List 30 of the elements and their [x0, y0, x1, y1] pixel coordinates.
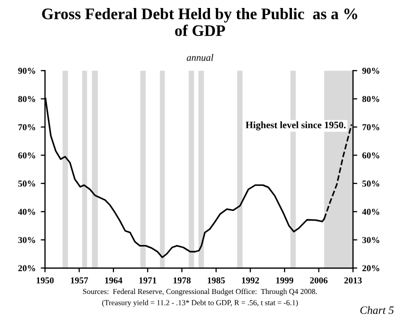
x-tick-label: 1971 — [139, 277, 156, 284]
x-tick-label: 1985 — [208, 277, 225, 284]
y-tick-label: 80% — [18, 96, 36, 102]
y2-tick-label: 40% — [362, 208, 380, 215]
x-tick-label: 2006 — [310, 277, 328, 284]
x-tick-label: 1978 — [174, 277, 191, 284]
y2-tick-label: 60% — [362, 152, 380, 158]
x-tick-label: 1957 — [70, 277, 88, 284]
x-tick-label: 2013 — [344, 277, 362, 284]
x-tick-label: 1964 — [105, 277, 122, 284]
x-tick-label: 1999 — [276, 277, 294, 284]
y-tick-label: 40% — [18, 208, 36, 215]
y-tick-label: 90% — [18, 68, 36, 74]
y2-tick-label: 50% — [362, 180, 380, 187]
y2-tick-label: 70% — [362, 124, 380, 130]
y-tick-label: 30% — [18, 236, 36, 244]
y-tick-label: 70% — [18, 124, 36, 130]
y2-tick-label: 20% — [362, 265, 380, 272]
chart-title: Gross Federal Debt Held by the Public as a % of GDP — [42, 8, 358, 36]
y2-tick-label: 30% — [362, 236, 380, 244]
y-tick-label: 20% — [18, 265, 36, 272]
caption: Chart 5 — [360, 306, 394, 314]
y2-tick-label: 80% — [362, 96, 380, 102]
annotation: Highest level since 1950. — [246, 121, 346, 130]
x-tick-label: 1950 — [36, 277, 54, 284]
x-tick-label: 1992 — [242, 277, 259, 284]
y2-tick-label: 90% — [362, 68, 380, 74]
y-tick-label: 60% — [18, 152, 36, 158]
y-tick-label: 50% — [18, 180, 36, 187]
chart-subtitle: annual — [186, 54, 214, 61]
